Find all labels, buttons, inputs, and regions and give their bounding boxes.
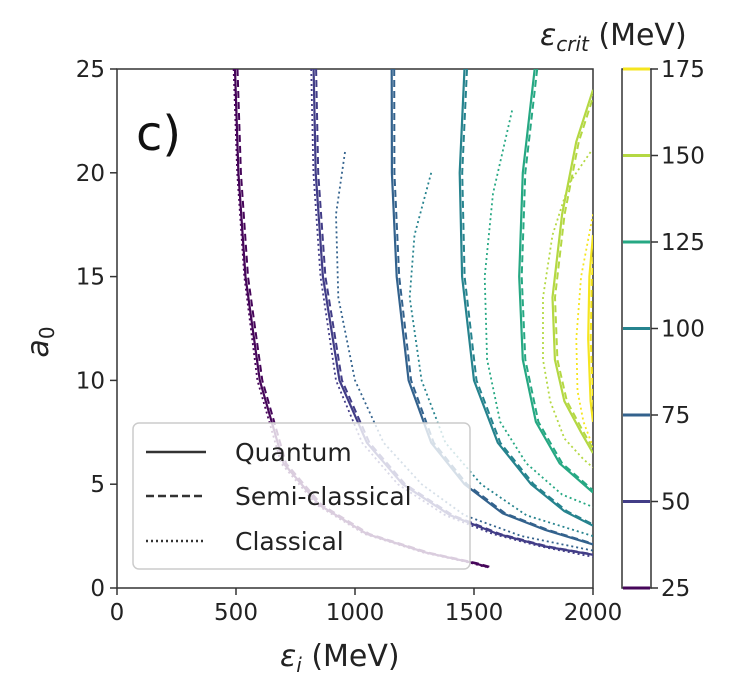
panel-label: c)	[136, 106, 181, 162]
y-axis-label-main: a	[21, 339, 56, 357]
colorbar-title-main: ε	[540, 18, 556, 53]
x-axis-ticks: 0 500 1000 1500 2000	[110, 588, 623, 626]
curve-quantum-150	[551, 89, 593, 454]
y-tick-label: 20	[76, 161, 105, 187]
y-tick-label: 5	[90, 472, 105, 498]
colorbar: 25 50 75 100 125 150 175 εcrit (MeV)	[540, 18, 705, 602]
x-tick-label: 500	[214, 600, 258, 626]
y-tick-label: 15	[76, 265, 105, 291]
curve-semi-classical-150	[553, 94, 593, 451]
x-tick-label: 1000	[326, 600, 385, 626]
colorbar-tick-label: 100	[661, 317, 705, 343]
y-axis-label-sub: 0	[35, 326, 59, 339]
colorbar-title-sub: crit	[556, 32, 590, 56]
curve-classical-75	[335, 151, 593, 552]
legend: Quantum Semi-classical Classical	[132, 422, 471, 570]
curve-quantum-100	[458, 69, 593, 527]
curve-semi-classical-125	[520, 69, 593, 492]
curve-classical-150	[542, 151, 593, 469]
curve-classical-175	[575, 214, 593, 448]
colorbar-title-unit: (MeV)	[589, 18, 687, 53]
colorbar-tick-label: 25	[661, 576, 690, 602]
y-axis-label: a0	[21, 326, 59, 357]
curve-semi-classical-100	[461, 69, 593, 526]
colorbar-tick-label: 75	[661, 403, 690, 429]
y-axis-ticks: 0 5 10 15 20 25	[76, 57, 117, 602]
x-axis-label-unit: (MeV)	[302, 639, 400, 674]
x-axis-label: εi (MeV)	[280, 639, 400, 677]
x-tick-label: 2000	[564, 600, 623, 626]
colorbar-levels: 25 50 75 100 125 150 175	[623, 57, 705, 602]
legend-label-quantum: Quantum	[235, 438, 352, 467]
x-axis-label-main: ε	[280, 639, 296, 674]
curve-quantum-125	[518, 69, 593, 494]
x-tick-label: 0	[110, 600, 125, 626]
colorbar-title: εcrit (MeV)	[540, 18, 687, 56]
legend-label-semi-classical: Semi-classical	[235, 482, 412, 511]
colorbar-tick-label: 50	[661, 490, 690, 516]
legend-box	[132, 422, 471, 570]
colorbar-tick-label: 175	[661, 57, 705, 83]
curve-quantum-175	[587, 235, 593, 423]
colorbar-tick-label: 125	[661, 230, 705, 256]
y-tick-label: 25	[76, 57, 105, 83]
y-tick-label: 0	[90, 576, 105, 602]
curve-classical-50	[310, 69, 593, 558]
colorbar-tick-label: 150	[661, 144, 705, 170]
legend-label-classical: Classical	[235, 527, 344, 556]
curve-semi-classical-175	[589, 252, 593, 410]
x-axis-label-sub: i	[296, 653, 302, 677]
y-tick-label: 10	[76, 368, 105, 394]
x-tick-label: 1500	[445, 600, 504, 626]
